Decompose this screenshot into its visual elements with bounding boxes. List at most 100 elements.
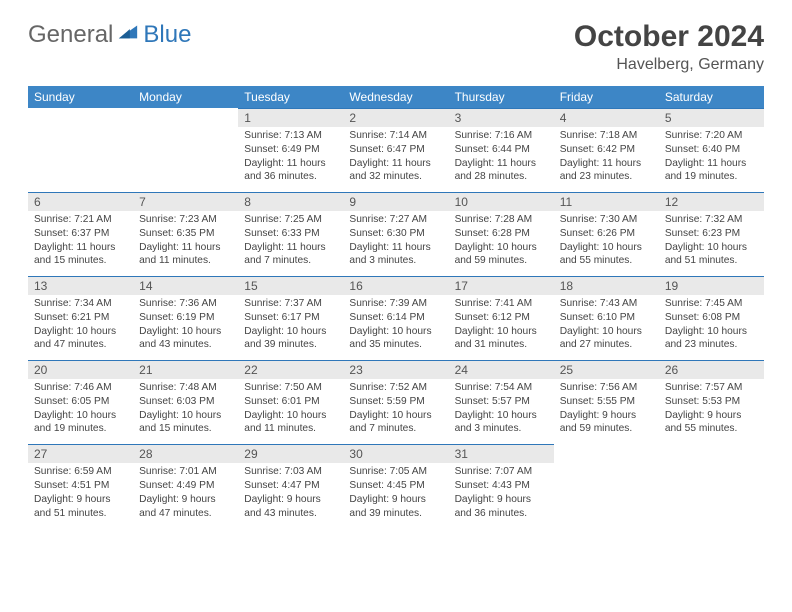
day-cell-inner: 26 Sunrise: 7:57 AMSunset: 5:53 PMDayligh…: [659, 360, 764, 444]
day-number: 11: [554, 193, 659, 211]
day-cell: 9Sunrise: 7:27 AMSunset: 6:30 PMDaylight…: [343, 192, 448, 276]
day-cell: 5Sunrise: 7:20 AMSunset: 6:40 PMDaylight…: [659, 108, 764, 192]
day-cell: 24Sunrise: 7:54 AMSunset: 5:57 PMDayligh…: [449, 360, 554, 444]
daylight-text: Daylight: 10 hours and 11 minutes.: [244, 409, 337, 437]
day-info: Sunrise: 7:07 AMSunset: 4:43 PMDaylight:…: [449, 463, 554, 528]
page-subtitle: Havelberg, Germany: [574, 56, 764, 74]
daylight-text: Daylight: 10 hours and 47 minutes.: [34, 325, 127, 353]
day-cell-inner: 5Sunrise: 7:20 AMSunset: 6:40 PMDaylight…: [659, 108, 764, 192]
day-cell: 11Sunrise: 7:30 AMSunset: 6:26 PMDayligh…: [554, 192, 659, 276]
day-cell-inner: 7Sunrise: 7:23 AMSunset: 6:35 PMDaylight…: [133, 192, 238, 276]
empty-cell: [133, 108, 238, 192]
sunrise-text: Sunrise: 7:13 AM: [244, 129, 337, 143]
day-cell-inner: 27Sunrise: 6:59 AMSunset: 4:51 PMDayligh…: [28, 444, 133, 528]
day-info: Sunrise: 6:59 AMSunset: 4:51 PMDaylight:…: [28, 463, 133, 528]
day-number: 13: [28, 277, 133, 295]
day-number: 17: [449, 277, 554, 295]
sunset-text: Sunset: 5:53 PM: [665, 395, 758, 409]
sunset-text: Sunset: 6:42 PM: [560, 143, 653, 157]
day-cell: 15Sunrise: 7:37 AMSunset: 6:17 PMDayligh…: [238, 276, 343, 360]
daylight-text: Daylight: 9 hours and 39 minutes.: [349, 493, 442, 521]
sunrise-text: Sunrise: 7:36 AM: [139, 297, 232, 311]
daylight-text: Daylight: 11 hours and 11 minutes.: [139, 241, 232, 269]
day-cell: 22 Sunrise: 7:50 AMSunset: 6:01 PMDayligh…: [238, 360, 343, 444]
weekday-header: Tuesday: [238, 86, 343, 108]
sunrise-text: Sunrise: 7:52 AM: [349, 381, 442, 395]
weekday-header: Monday: [133, 86, 238, 108]
day-number: 16: [343, 277, 448, 295]
day-cell: 13Sunrise: 7:34 AMSunset: 6:21 PMDayligh…: [28, 276, 133, 360]
day-info: Sunrise: 7:05 AMSunset: 4:45 PMDaylight:…: [343, 463, 448, 528]
day-number: 2: [343, 109, 448, 127]
sunrise-text: Sunrise: 7:45 AM: [665, 297, 758, 311]
sunrise-text: Sunrise: 7:39 AM: [349, 297, 442, 311]
sunrise-text: Sunrise: 7:57 AM: [665, 381, 758, 395]
daylight-text: Daylight: 10 hours and 19 minutes.: [34, 409, 127, 437]
day-cell-inner: 15Sunrise: 7:37 AMSunset: 6:17 PMDayligh…: [238, 276, 343, 360]
weekday-header: Thursday: [449, 86, 554, 108]
sunrise-text: Sunrise: 6:59 AM: [34, 465, 127, 479]
day-cell: 29Sunrise: 7:03 AMSunset: 4:47 PMDayligh…: [238, 444, 343, 528]
daylight-text: Daylight: 10 hours and 15 minutes.: [139, 409, 232, 437]
day-number: 18: [554, 277, 659, 295]
sunset-text: Sunset: 6:30 PM: [349, 227, 442, 241]
day-number: 21: [133, 361, 238, 379]
day-number: 4: [554, 109, 659, 127]
day-cell: 6Sunrise: 7:21 AMSunset: 6:37 PMDaylight…: [28, 192, 133, 276]
sunset-text: Sunset: 4:43 PM: [455, 479, 548, 493]
weekday-row: SundayMondayTuesdayWednesdayThursdayFrid…: [28, 86, 764, 108]
day-info: Sunrise: 7:28 AMSunset: 6:28 PMDaylight:…: [449, 211, 554, 276]
day-number: 3: [449, 109, 554, 127]
sunrise-text: Sunrise: 7:50 AM: [244, 381, 337, 395]
sunset-text: Sunset: 6:21 PM: [34, 311, 127, 325]
day-cell-inner: 4 Sunrise: 7:18 AMSunset: 6:42 PMDaylight…: [554, 108, 659, 192]
empty-cell: [28, 108, 133, 192]
sunrise-text: Sunrise: 7:30 AM: [560, 213, 653, 227]
sunrise-text: Sunrise: 7:23 AM: [139, 213, 232, 227]
empty-cell: [659, 444, 764, 528]
daylight-text: Daylight: 10 hours and 55 minutes.: [560, 241, 653, 269]
daylight-text: Daylight: 11 hours and 3 minutes.: [349, 241, 442, 269]
day-cell-inner: 16Sunrise: 7:39 AMSunset: 6:14 PMDayligh…: [343, 276, 448, 360]
day-cell: 23Sunrise: 7:52 AMSunset: 5:59 PMDayligh…: [343, 360, 448, 444]
sunrise-text: Sunrise: 7:20 AM: [665, 129, 758, 143]
calendar-body: 1Sunrise: 7:13 AMSunset: 6:49 PMDaylight…: [28, 108, 764, 528]
day-info: Sunrise: 7:54 AMSunset: 5:57 PMDaylight:…: [449, 379, 554, 444]
day-info: Sunrise: 7:16 AMSunset: 6:44 PMDaylight:…: [449, 127, 554, 192]
sunrise-text: Sunrise: 7:48 AM: [139, 381, 232, 395]
logo-text-a: General: [28, 21, 113, 49]
day-number: 26: [659, 361, 764, 379]
sunrise-text: Sunrise: 7:01 AM: [139, 465, 232, 479]
sunset-text: Sunset: 6:03 PM: [139, 395, 232, 409]
day-number: 22: [238, 361, 343, 379]
daylight-text: Daylight: 10 hours and 27 minutes.: [560, 325, 653, 353]
day-cell: 30Sunrise: 7:05 AMSunset: 4:45 PMDayligh…: [343, 444, 448, 528]
day-number: 8: [238, 193, 343, 211]
day-cell-inner: 11Sunrise: 7:30 AMSunset: 6:26 PMDayligh…: [554, 192, 659, 276]
day-info: Sunrise: 7:56 AMSunset: 5:55 PMDaylight:…: [554, 379, 659, 444]
day-info: Sunrise: 7:03 AMSunset: 4:47 PMDaylight:…: [238, 463, 343, 528]
calendar-table: SundayMondayTuesdayWednesdayThursdayFrid…: [28, 86, 764, 528]
day-cell: 14Sunrise: 7:36 AMSunset: 6:19 PMDayligh…: [133, 276, 238, 360]
day-cell-inner: 29Sunrise: 7:03 AMSunset: 4:47 PMDayligh…: [238, 444, 343, 528]
day-number: 31: [449, 445, 554, 463]
daylight-text: Daylight: 11 hours and 23 minutes.: [560, 157, 653, 185]
daylight-text: Daylight: 10 hours and 3 minutes.: [455, 409, 548, 437]
sunset-text: Sunset: 6:12 PM: [455, 311, 548, 325]
day-cell-inner: 31Sunrise: 7:07 AMSunset: 4:43 PMDayligh…: [449, 444, 554, 528]
day-number: 23: [343, 361, 448, 379]
daylight-text: Daylight: 9 hours and 55 minutes.: [665, 409, 758, 437]
sunset-text: Sunset: 4:45 PM: [349, 479, 442, 493]
day-cell-inner: 20Sunrise: 7:46 AMSunset: 6:05 PMDayligh…: [28, 360, 133, 444]
day-cell-inner: 9Sunrise: 7:27 AMSunset: 6:30 PMDaylight…: [343, 192, 448, 276]
day-number: 30: [343, 445, 448, 463]
sunrise-text: Sunrise: 7:27 AM: [349, 213, 442, 227]
day-cell: 31Sunrise: 7:07 AMSunset: 4:43 PMDayligh…: [449, 444, 554, 528]
sunset-text: Sunset: 6:01 PM: [244, 395, 337, 409]
day-number: 19: [659, 277, 764, 295]
day-cell: 25Sunrise: 7:56 AMSunset: 5:55 PMDayligh…: [554, 360, 659, 444]
day-number: 12: [659, 193, 764, 211]
sunrise-text: Sunrise: 7:18 AM: [560, 129, 653, 143]
day-cell-inner: 22 Sunrise: 7:50 AMSunset: 6:01 PMDayligh…: [238, 360, 343, 444]
day-cell-inner: 13Sunrise: 7:34 AMSunset: 6:21 PMDayligh…: [28, 276, 133, 360]
